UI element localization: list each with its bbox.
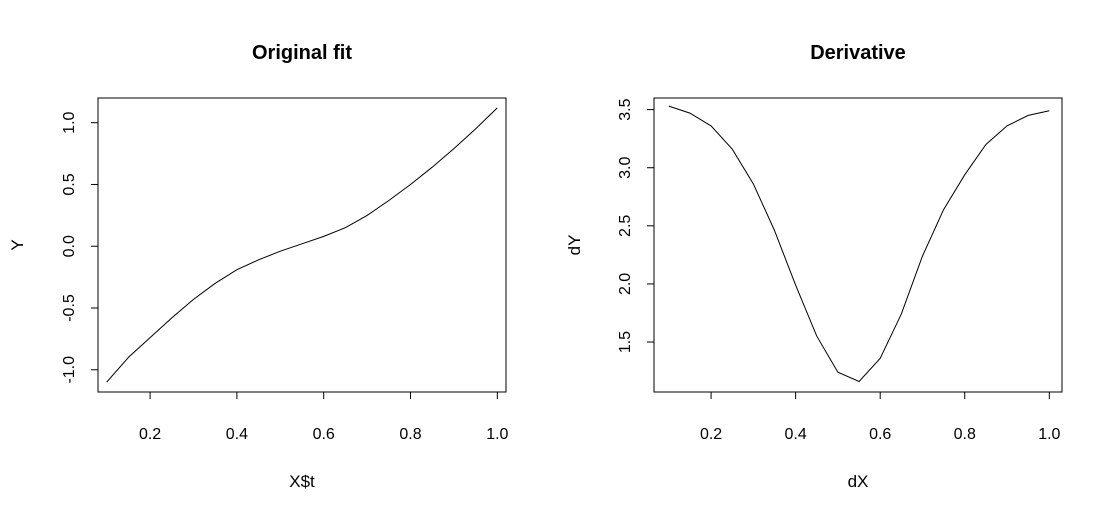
x-tick-label: 1.0 xyxy=(1038,426,1060,443)
y-tick-label: 3.5 xyxy=(617,98,634,120)
plot-frame xyxy=(97,97,507,393)
series-line xyxy=(668,105,1050,383)
chart-title: Derivative xyxy=(810,42,906,64)
x-tick-label: 0.6 xyxy=(313,426,335,443)
x-tick-label: 0.4 xyxy=(785,426,807,443)
x-axis: 0.2 0.4 0.6 0.8 1.0 xyxy=(700,391,1061,443)
x-axis-label: dX xyxy=(848,472,869,491)
y-tick-label: 2.0 xyxy=(617,273,634,295)
y-tick-label: 0.5 xyxy=(61,173,78,195)
y-tick-label: 2.5 xyxy=(617,215,634,237)
y-tick-label: -1.0 xyxy=(61,356,78,384)
y-axis-label: dY xyxy=(565,235,584,256)
x-axis-label: X$t xyxy=(289,472,315,491)
x-tick-label: 0.2 xyxy=(139,426,161,443)
y-axis: -1.0 -0.5 0.0 0.5 1.0 xyxy=(61,111,99,384)
y-axis-label: Y xyxy=(8,239,27,250)
x-tick-label: 0.2 xyxy=(700,426,722,443)
chart-title: Original fit xyxy=(252,42,352,64)
y-axis: 1.5 2.0 2.5 3.0 3.5 xyxy=(617,98,655,353)
series-line xyxy=(106,107,498,383)
x-tick-label: 0.6 xyxy=(869,426,891,443)
y-tick-label: 1.0 xyxy=(61,111,78,133)
x-tick-label: 1.0 xyxy=(486,426,508,443)
y-tick-label: 3.0 xyxy=(617,157,634,179)
x-axis: 0.2 0.4 0.6 0.8 1.0 xyxy=(139,391,509,443)
plot-frame xyxy=(653,97,1063,393)
panel-original-fit: Original fit 0.2 0.4 0.6 0.8 1.0 -1.0 -0.5 0.0… xyxy=(8,42,509,491)
x-tick-label: 0.8 xyxy=(399,426,421,443)
panel-derivative: Derivative 0.2 0.4 0.6 0.8 1.0 1.5 2.0 2.5 3.0 3… xyxy=(565,42,1063,491)
x-tick-label: 0.4 xyxy=(226,426,248,443)
x-tick-label: 0.8 xyxy=(954,426,976,443)
y-tick-label: 0.0 xyxy=(61,235,78,257)
y-tick-label: 1.5 xyxy=(617,331,634,353)
y-tick-label: -0.5 xyxy=(61,294,78,322)
